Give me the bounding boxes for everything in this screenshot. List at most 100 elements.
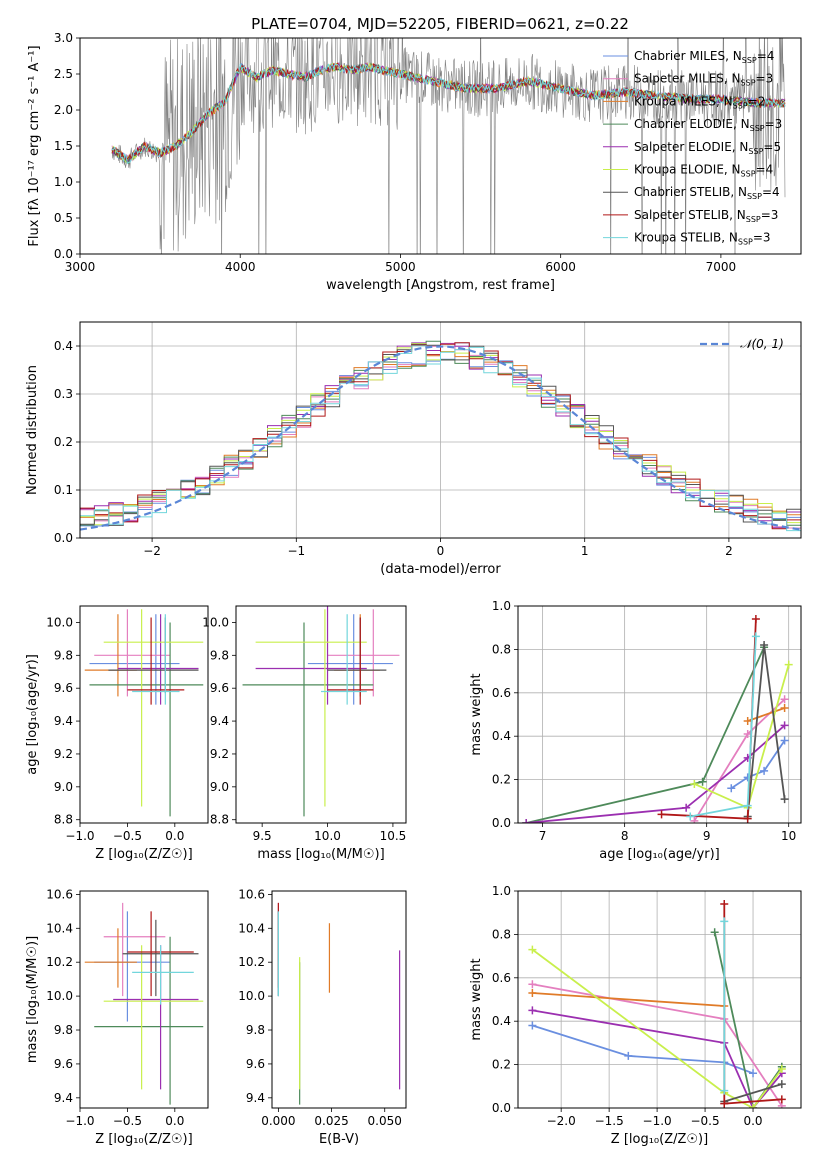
x-tick-label: 9: [703, 829, 711, 843]
series-marker: [751, 632, 760, 641]
y-tick-label: 0.0: [54, 531, 73, 545]
y-axis-label: mass weight: [469, 958, 484, 1040]
x-tick-label: −1.0: [643, 1114, 672, 1128]
y-tick-label: 1.0: [492, 599, 511, 613]
observed-spectrum-line: [111, 38, 786, 254]
series-marker: [780, 703, 789, 712]
y-tick-label: 3.0: [54, 31, 73, 45]
series-marker: [528, 1006, 537, 1015]
series-marker: [690, 779, 699, 788]
chart-age-vs-Z: −1.0 −0.5 0.0 8.8 9.0 9.2 9.4 9.6 9.8 10.0 Z [log₁…: [25, 605, 209, 862]
x-axis-label: Z [log₁₀(Z/Z☉)]: [611, 1132, 708, 1147]
chart-weight-vs-age: 7 8 9 10 0.0 0.2 0.4 0.6 0.8 1.0 age [log₁₀(age/yr…: [469, 599, 802, 862]
series-marker: [784, 660, 793, 669]
y-tick-label: 0.6: [492, 686, 511, 700]
y-tick-label: 9.2: [210, 747, 229, 761]
series-marker: [528, 980, 537, 989]
x-axis-label: Z [log₁₀(Z/Z☉)]: [95, 1132, 192, 1147]
x-tick-label: 8: [621, 829, 629, 843]
age-vs-mass-frame: [235, 605, 407, 824]
series-line: [532, 1024, 754, 1075]
errorbar-point-kroupa-stelib: [132, 945, 194, 1005]
series-marker: [727, 784, 736, 793]
errorbar-point-chabrier-elodie: [242, 622, 374, 817]
y-tick-label: 8.8: [54, 813, 73, 827]
x-tick-label: −1: [287, 544, 305, 558]
y-tick-label: 0.0: [492, 816, 511, 830]
series-marker: [624, 1051, 633, 1060]
series-line: [724, 1083, 783, 1103]
weight-series-kroupa-stelib: [720, 917, 729, 1095]
errorbar-point-kroupa-elodie: [103, 609, 204, 807]
series-marker: [780, 721, 789, 730]
y-axis-label: mass [log₁₀(M/M☉)]: [25, 936, 40, 1063]
series-marker: [749, 1069, 758, 1078]
y-tick-label: 9.4: [54, 714, 73, 728]
mass-vs-ebv-frame: [271, 890, 407, 1109]
y-tick-label: 10.6: [238, 887, 265, 901]
y-tick-label: 1.5: [54, 139, 73, 153]
series-marker: [720, 900, 729, 909]
y-tick-label: 9.6: [246, 1057, 265, 1071]
weight-series-chabrier-miles: [528, 1021, 758, 1078]
y-tick-label: 0.4: [492, 729, 511, 743]
x-tick-label: 10: [781, 829, 796, 843]
y-tick-label: 0.2: [492, 773, 511, 787]
series-line: [532, 1009, 783, 1108]
legend-entry-label: Chabrier ELODIE, NSSP=3: [634, 117, 782, 133]
y-tick-label: 0.2: [54, 435, 73, 449]
series-marker: [780, 736, 789, 745]
x-tick-label: 0.0: [165, 829, 184, 843]
y-tick-label: 9.6: [210, 681, 229, 695]
x-tick-label: 0.000: [261, 1114, 295, 1128]
y-tick-label: 0.4: [492, 1014, 511, 1028]
x-tick-label: 7: [539, 829, 547, 843]
legend-entry-label: Kroupa MILES, NSSP=2: [634, 94, 765, 110]
series-marker: [780, 795, 789, 804]
y-tick-label: 8.8: [210, 813, 229, 827]
weight-vs-Z-frame: [517, 890, 802, 1109]
errorbar-point-kroupa-stelib: [132, 614, 180, 705]
errorbar-point-salpeter-miles: [327, 609, 400, 697]
chart-residuals: −2 −1 0 1 2 0.0 0.1 0.2 0.3 0.4 (data-model)/error…: [25, 321, 802, 577]
weight-vs-Z-plot-area: [528, 900, 786, 1108]
series-marker: [690, 816, 699, 823]
errorbar-point-kroupa-stelib: [321, 614, 367, 705]
mass-vs-ebv-plot-area: [277, 902, 401, 1105]
series-marker: [743, 773, 752, 782]
x-tick-label: 4000: [225, 260, 256, 274]
y-tick-label: 10.0: [202, 615, 229, 629]
x-tick-label: 10.0: [314, 829, 341, 843]
y-tick-label: 0.3: [54, 387, 73, 401]
x-tick-label: −1.0: [65, 829, 94, 843]
x-tick-label: 1: [581, 544, 589, 558]
mass-vs-Z-frame: [79, 890, 209, 1109]
y-tick-label: 0.8: [492, 642, 511, 656]
residuals-legend: 𝒩(0, 1): [700, 337, 784, 351]
errorbar-point-chabrier-elodie: [94, 936, 204, 1105]
y-tick-label: 0.4: [54, 339, 73, 353]
residuals-frame: [79, 321, 802, 539]
x-tick-label: 10.5: [380, 829, 407, 843]
legend-entry-label: Salpeter ELODIE, NSSP=5: [634, 140, 781, 156]
legend-entry-label: Salpeter STELIB, NSSP=3: [634, 208, 778, 224]
y-tick-label: 10.4: [46, 921, 73, 935]
residual-histogram-salpeter-stelib: [80, 342, 801, 530]
chart-age-vs-mass: 9.5 10.0 10.5 8.8 9.0 9.2 9.4 9.6 9.8 10.0 mass [l…: [202, 605, 407, 862]
residual-histogram-kroupa-stelib: [80, 345, 801, 532]
chart-mass-vs-ebv: 0.000 0.025 0.050 9.4 9.6 9.8 10.0 10.2 10.4 10.6…: [238, 887, 407, 1147]
y-tick-label: 2.5: [54, 67, 73, 81]
y-tick-label: 10.0: [238, 989, 265, 1003]
model-spectrum-kroupa-stelib: [111, 62, 786, 165]
y-tick-label: 9.8: [54, 648, 73, 662]
x-tick-label: −0.5: [113, 829, 142, 843]
series-marker: [720, 1086, 729, 1095]
y-tick-label: 9.4: [246, 1091, 265, 1105]
chart-weight-vs-Z: −2.0 −1.5 −1.0 −0.5 0.0 0.0 0.2 0.4 0.6 0.8 1.0 Z […: [469, 884, 802, 1147]
y-tick-label: 9.0: [210, 780, 229, 794]
spectrum-plot-area: [111, 38, 786, 254]
errorbar-point-kroupa-miles: [84, 928, 137, 988]
y-tick-label: 9.6: [54, 1057, 73, 1071]
y-tick-label: 9.8: [54, 1023, 73, 1037]
